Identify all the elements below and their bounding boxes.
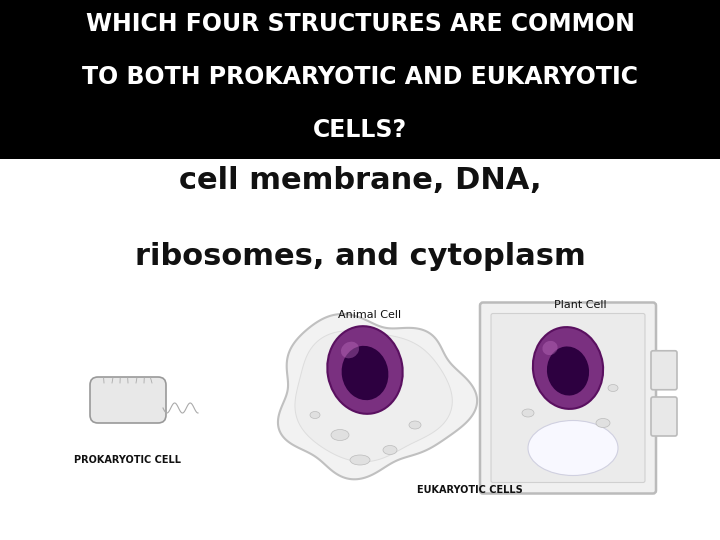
Text: EUKARYOTIC CELLS: EUKARYOTIC CELLS <box>417 485 523 495</box>
Ellipse shape <box>341 342 359 359</box>
FancyBboxPatch shape <box>480 302 656 494</box>
Text: cell membrane, DNA,: cell membrane, DNA, <box>179 166 541 195</box>
Ellipse shape <box>528 421 618 476</box>
Ellipse shape <box>350 455 370 465</box>
Ellipse shape <box>533 327 603 409</box>
Bar <box>0 0 720 159</box>
FancyBboxPatch shape <box>491 314 645 483</box>
Text: Plant Cell: Plant Cell <box>554 300 606 310</box>
Ellipse shape <box>331 429 349 441</box>
Text: TO BOTH PROKARYOTIC AND EUKARYOTIC: TO BOTH PROKARYOTIC AND EUKARYOTIC <box>82 65 638 89</box>
Text: Animal Cell: Animal Cell <box>338 310 402 320</box>
Ellipse shape <box>608 384 618 391</box>
FancyBboxPatch shape <box>651 397 677 436</box>
Text: CELLS?: CELLS? <box>313 118 407 142</box>
Text: ribosomes, and cytoplasm: ribosomes, and cytoplasm <box>135 242 585 271</box>
Ellipse shape <box>341 346 388 400</box>
Polygon shape <box>278 314 477 480</box>
Ellipse shape <box>522 409 534 417</box>
FancyBboxPatch shape <box>90 377 166 423</box>
Ellipse shape <box>547 347 589 395</box>
Ellipse shape <box>596 418 610 428</box>
Ellipse shape <box>310 411 320 418</box>
Ellipse shape <box>542 341 557 355</box>
Ellipse shape <box>383 446 397 455</box>
Text: WHICH FOUR STRUCTURES ARE COMMON: WHICH FOUR STRUCTURES ARE COMMON <box>86 12 634 36</box>
Polygon shape <box>295 331 452 462</box>
Text: PROKARYOTIC CELL: PROKARYOTIC CELL <box>74 455 181 465</box>
Ellipse shape <box>409 421 421 429</box>
FancyBboxPatch shape <box>651 351 677 390</box>
Ellipse shape <box>328 326 402 414</box>
